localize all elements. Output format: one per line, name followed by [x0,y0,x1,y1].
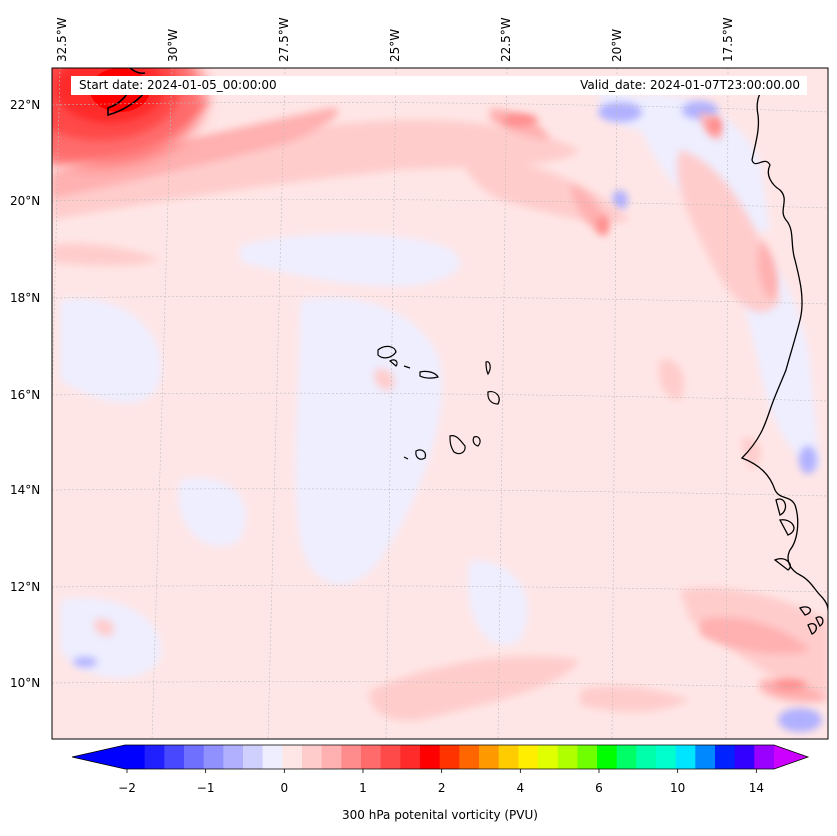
colorbar-segment [538,745,559,769]
colorbar-segment [498,745,519,769]
lat-label-22n: 22°N [10,98,41,112]
colorbar-segment [125,745,146,769]
lon-label-27.5w: 27.5°W [277,17,291,62]
colorbar-outline [71,744,810,770]
colorbar-segment [361,745,382,769]
colorbar-segment [380,745,401,769]
colorbar-tick-label: 2 [437,781,446,795]
colorbar-tick-label: −1 [196,781,215,795]
lon-label-25w: 25°W [388,28,402,62]
colorbar-tick-label: 10 [670,781,686,795]
colorbar-tick-label: 6 [595,781,603,795]
lon-label-30w: 30°W [166,28,180,62]
colorbar-segment [577,745,598,769]
colorbar-segment [400,745,421,769]
colorbar-over-arrow [774,745,808,769]
start-date-label: Start date: 2024-01-05_00:00:00 [79,78,277,92]
colorbar-segment [754,745,775,769]
colorbar-segment [223,745,244,769]
date-info-box: Start date: 2024-01-05_00:00:00 Valid_da… [71,76,807,95]
lat-label-18n: 18°N [10,291,41,305]
colorbar-segment [203,745,224,769]
colorbar-tick-label: 14 [748,781,764,795]
colorbar-segment [616,745,637,769]
colorbar-segment [675,745,696,769]
colorbar-segment [597,745,618,769]
colorbar-segment [439,745,460,769]
lat-label-12n: 12°N [10,580,41,594]
colorbar [71,744,810,773]
lat-label-16n: 16°N [10,388,41,402]
colorbar-segment [282,745,303,769]
lat-label-14n: 14°N [10,483,41,497]
colorbar-label: 300 hPa potenital vorticity (PVU) [342,808,538,822]
colorbar-segment [420,745,441,769]
colorbar-tick-label: 0 [280,781,289,795]
colorbar-segment [243,745,264,769]
colorbar-segment [341,745,362,769]
lon-label-20w: 20°W [610,28,624,62]
colorbar-segment [695,745,716,769]
colorbar-segment [734,745,755,769]
colorbar-segment [636,745,657,769]
lon-label-32.5w: 32.5°W [55,17,69,62]
colorbar-segment [262,745,283,769]
colorbar-segment [557,745,578,769]
lon-label-17.5w: 17.5°W [721,17,735,62]
colorbar-segment [459,745,480,769]
colorbar-segment [518,745,539,769]
colorbar-segment [302,745,323,769]
map-frame [51,67,829,740]
colorbar-segment [184,745,205,769]
colorbar-tick-label: −2 [118,781,136,795]
colorbar-segment [321,745,342,769]
graticule [52,68,828,739]
colorbar-segment [479,745,500,769]
lat-label-10n: 10°N [10,676,41,690]
colorbar-tick-label: 1 [359,781,367,795]
coastline [740,79,828,635]
lon-label-22.5w: 22.5°W [499,17,513,62]
colorbar-segment [144,745,165,769]
colorbar-under-arrow [72,745,125,769]
colorbar-segment [715,745,736,769]
cape-verde-islands [377,345,500,460]
pv-blue-patches [73,101,822,732]
valid-date-label: Valid_date: 2024-01-07T23:00:00.00 [580,78,800,92]
colorbar-segment [656,745,677,769]
lat-label-20n: 20°N [10,194,41,208]
colorbar-segment [164,745,185,769]
pv-positive-areas [52,119,828,721]
colorbar-tick-label: 4 [516,781,525,795]
